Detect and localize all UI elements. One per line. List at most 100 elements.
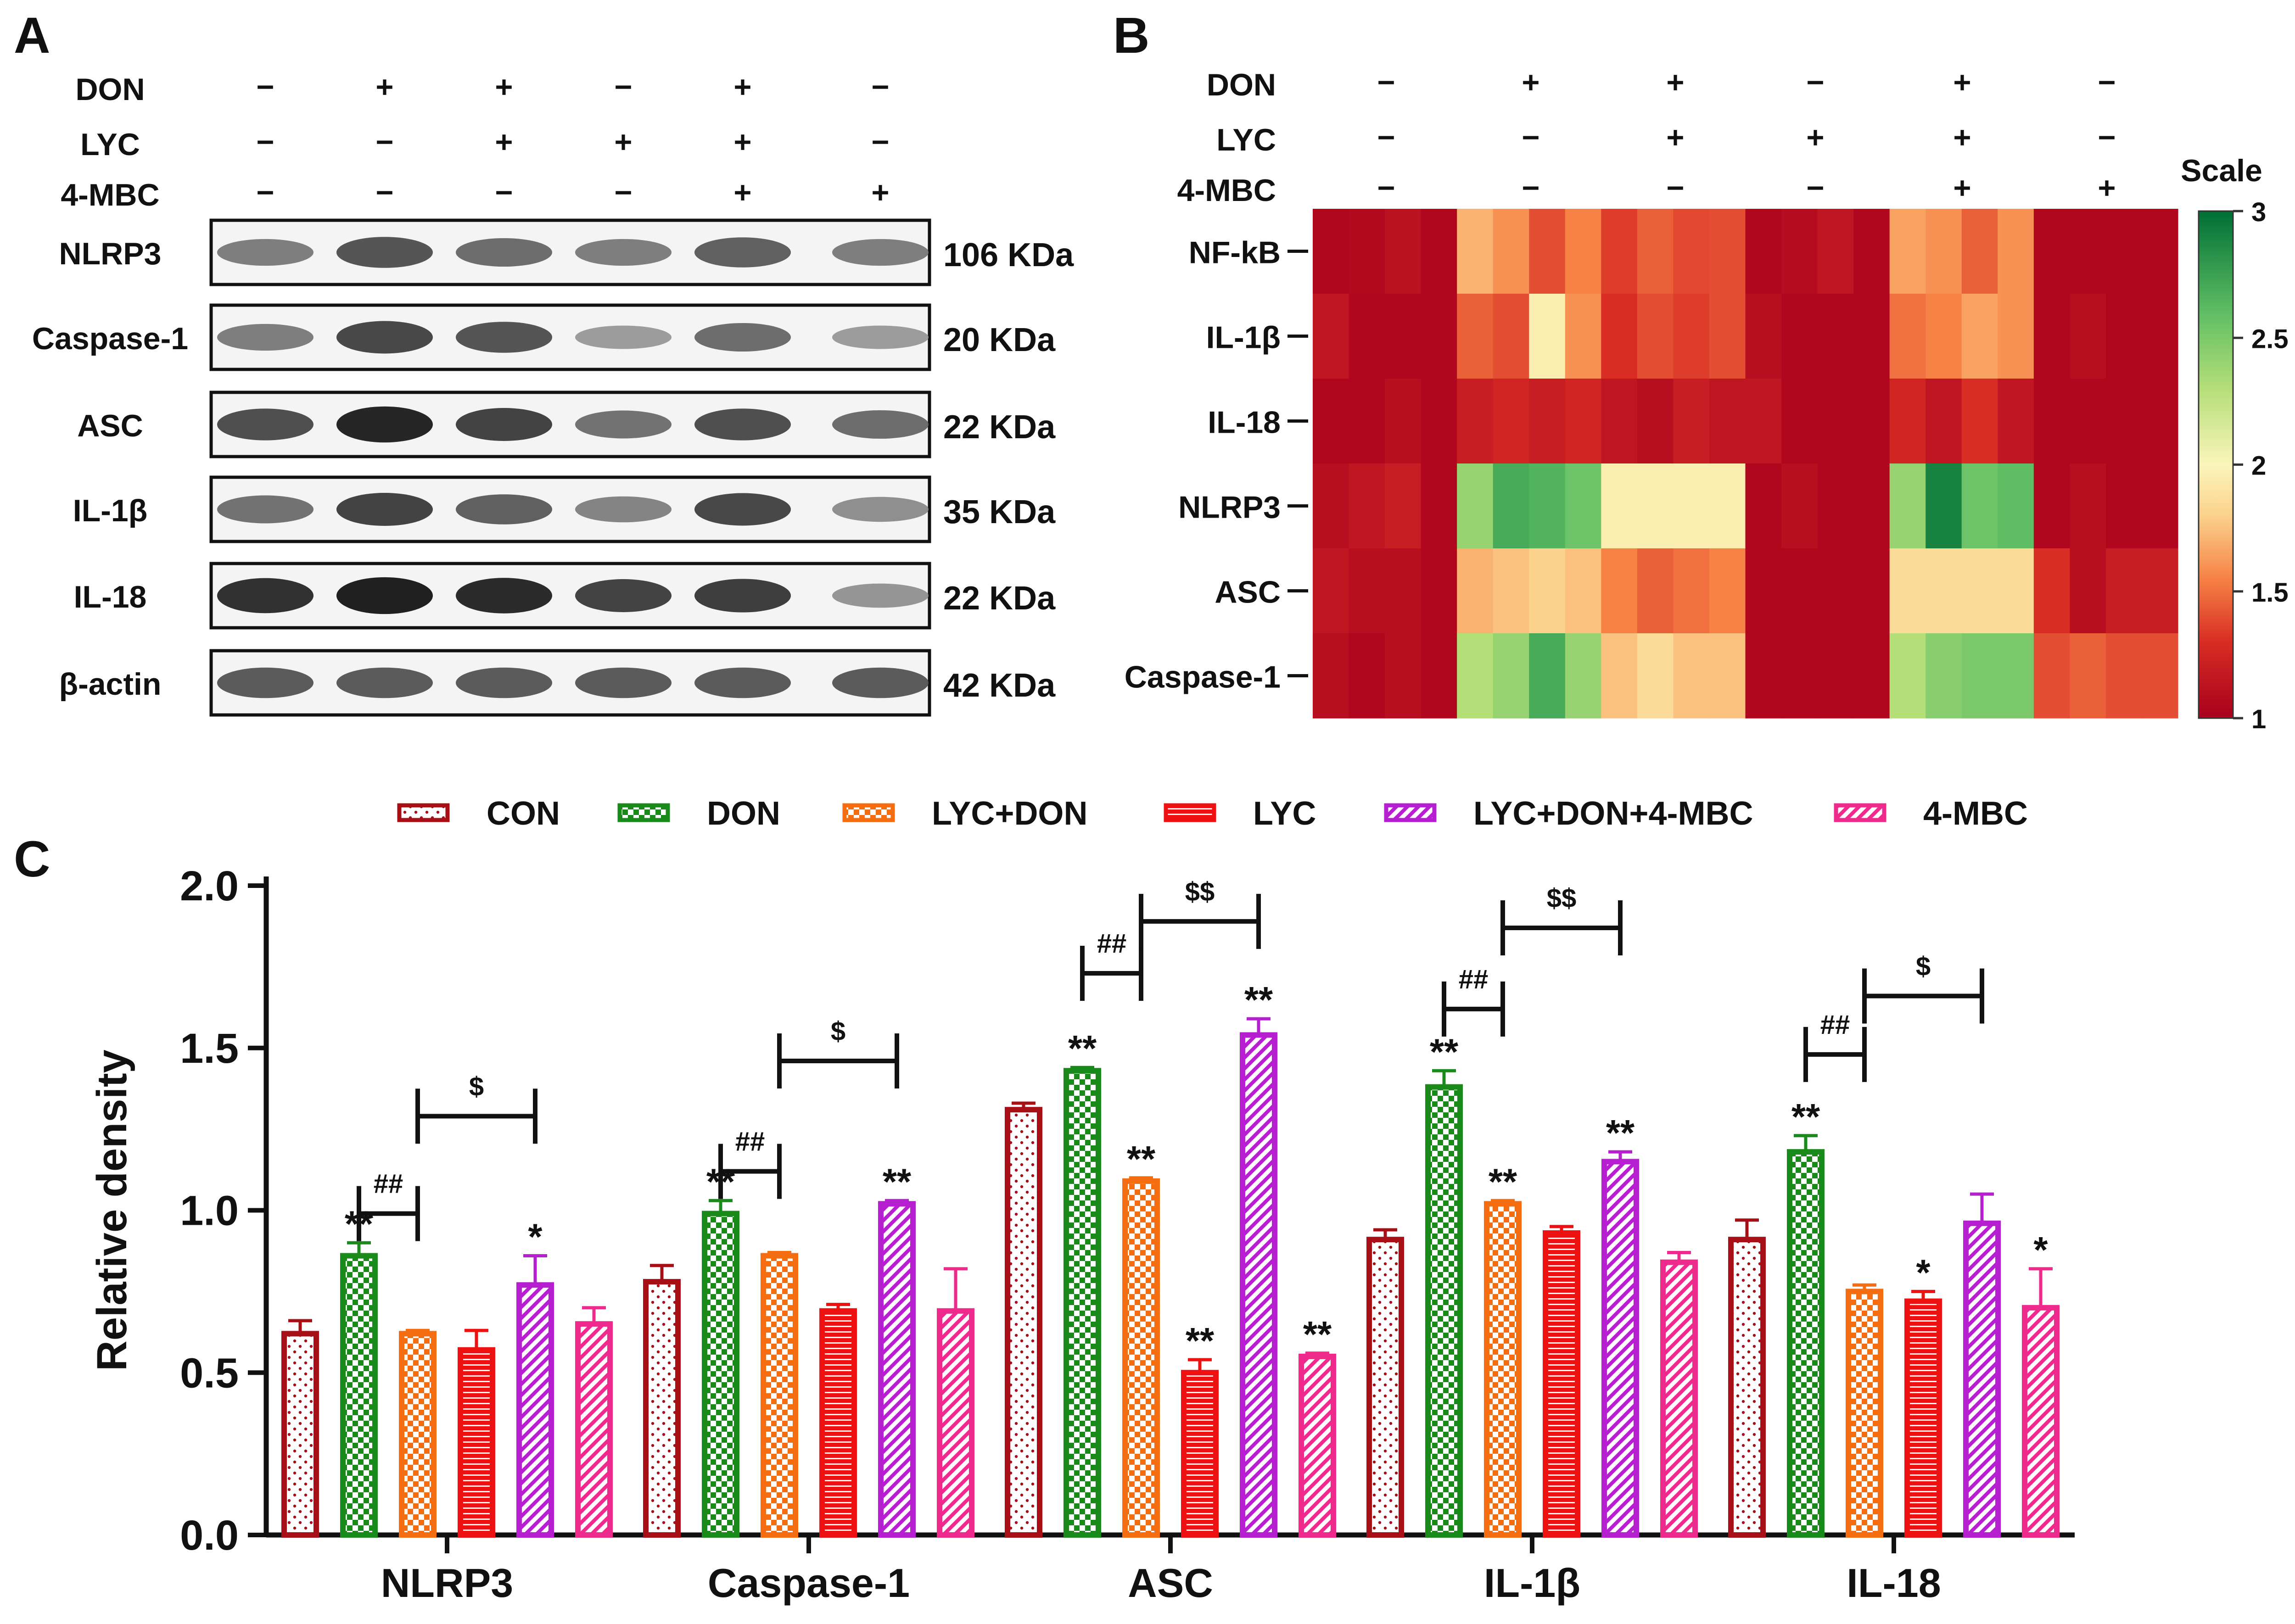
- heatmap-cell: [1961, 294, 1998, 379]
- legend-swatch: [1384, 803, 1437, 822]
- bar-4-3: **: [1601, 1112, 1639, 1538]
- heatmap-cell: [1926, 379, 1962, 464]
- heatmap-row-label: Caspase-1: [1125, 660, 1281, 695]
- heatmap-cell: [1637, 548, 1674, 634]
- significance-mark: **: [1791, 1096, 1820, 1137]
- heatmap-cell: [1961, 463, 1998, 549]
- panel-b-sign-0-3-h: [1808, 81, 1823, 84]
- heatmap-cell: [1529, 548, 1566, 634]
- heatmap-cell: [1529, 633, 1566, 719]
- heatmap-row-label: NF-kB: [1189, 235, 1281, 270]
- heatmap-cell: [1781, 633, 1818, 719]
- bar-rect: [516, 1282, 554, 1538]
- heatmap-cell: [1493, 633, 1529, 719]
- heatmap-cell: [1349, 548, 1385, 634]
- significance-mark: **: [1489, 1161, 1517, 1202]
- panel-b-sign-0-5: [2099, 81, 2115, 84]
- panel-a-sign-2-2: [496, 191, 512, 195]
- bar-rect: [1005, 1107, 1042, 1538]
- panel-b-sign-1-5: [2099, 136, 2115, 140]
- bar-1-2: **: [1064, 1028, 1101, 1538]
- heatmap-cell: [2070, 209, 2106, 294]
- heatmap-cell: [1457, 633, 1494, 719]
- x-tick-label: ASC: [1128, 1560, 1213, 1606]
- y-tick-label: 1.0: [180, 1188, 239, 1234]
- panel-b-treatment-labels: DON LYC 4-MBC: [1177, 67, 1276, 208]
- bar-rect: [340, 1253, 378, 1538]
- blot-label: IL-1β: [73, 493, 147, 528]
- heatmap-cell: [1853, 294, 1890, 379]
- bar-rect: [1240, 1032, 1277, 1538]
- heatmap-cell: [2033, 633, 2070, 719]
- panel-a-sign-2-2-h: [496, 191, 512, 195]
- significance-mark: **: [1606, 1112, 1635, 1153]
- bar-rect: [878, 1201, 916, 1538]
- heatmap-cell: [1853, 379, 1890, 464]
- heatmap-cell: [1998, 294, 2034, 379]
- blot-band: [456, 238, 552, 267]
- bar-5-4: *: [2022, 1229, 2060, 1538]
- legend-swatch: [842, 803, 895, 822]
- panel-b-sign-2-5-v: [2105, 180, 2109, 196]
- heatmap-cell: [1385, 209, 1422, 294]
- heatmap-cell: [2105, 209, 2143, 294]
- heatmap-cell: [2105, 548, 2143, 634]
- panel-b-sign-0-3: [1808, 81, 1823, 84]
- comparison-6: ##: [1442, 965, 1505, 1037]
- bar-rect: [399, 1331, 437, 1538]
- heatmap-cell: [1457, 209, 1494, 294]
- panel-b-sign-0-1: [1523, 75, 1539, 90]
- heatmap-cell: [1529, 463, 1566, 549]
- panel-a-sign-0-2: [496, 79, 512, 95]
- panel-b-sign-0-4-v: [1960, 75, 1964, 90]
- bar-2-1: [761, 1250, 798, 1538]
- bar-rect: [1846, 1289, 1883, 1538]
- heatmap-cell: [1385, 294, 1422, 379]
- panel-b-sign-1-4: [1954, 130, 1970, 145]
- heatmap-cell: [1745, 294, 1782, 379]
- heatmap-cell: [1673, 379, 1710, 464]
- x-tick-label: Caspase-1: [708, 1560, 910, 1606]
- significance-mark: *: [1916, 1252, 1931, 1293]
- colorbar-tick-label: 2.5: [2251, 324, 2289, 354]
- heatmap-cell: [1781, 379, 1818, 464]
- blot-2: ASC 22 KDa: [77, 391, 1056, 458]
- panel-a-sign-2-0: [257, 191, 273, 195]
- bar-rect: [1484, 1201, 1522, 1538]
- panel-c-letter: C: [14, 831, 50, 887]
- heatmap-cell: [1709, 379, 1746, 464]
- heatmap-cell: [1889, 294, 1926, 379]
- heatmap-cell: [1673, 294, 1710, 379]
- heatmap-cell: [1781, 209, 1818, 294]
- heatmap-cell: [1313, 379, 1349, 464]
- blot-frame: [209, 649, 931, 717]
- blot-label: IL-18: [74, 580, 147, 614]
- heatmap-cell: [2033, 294, 2070, 379]
- significance-mark: **: [1244, 979, 1273, 1020]
- bracket-label: ##: [1097, 929, 1127, 959]
- bracket-label: $: [831, 1016, 845, 1046]
- heatmap-cell: [1637, 379, 1674, 464]
- bar-rect: [1122, 1178, 1160, 1538]
- bar-rect: [1660, 1259, 1698, 1538]
- heatmap-cell: [1709, 548, 1746, 634]
- panel-a-sign-1-1: [377, 140, 392, 144]
- blot-band: [575, 496, 672, 523]
- panel-a-letter: A: [14, 7, 50, 64]
- heatmap-cell: [1565, 209, 1601, 294]
- panel-b-sign-1-4-v: [1960, 130, 1964, 145]
- bar-2-2: **: [1122, 1138, 1160, 1538]
- panel-b-sign-1-3-v: [1814, 130, 1817, 145]
- bracket-label: ##: [374, 1169, 403, 1199]
- panel-a-sign-2-4: [735, 185, 750, 201]
- heatmap-cell: [2070, 633, 2106, 719]
- colorbar-tick-label: 3: [2251, 197, 2266, 227]
- heatmap-cell: [1998, 379, 2034, 464]
- bar-2-4: [1846, 1283, 1883, 1538]
- heatmap-cell: [1493, 548, 1529, 634]
- heatmap-cell: [1998, 633, 2034, 719]
- heatmap-cell: [1817, 463, 1854, 549]
- heatmap-cell: [1421, 548, 1457, 634]
- heatmap-cell: [1385, 633, 1422, 719]
- bar-chart-bars: NLRP3 Caspase-1 ASC IL-1β IL-18** ***********…: [281, 979, 2060, 1606]
